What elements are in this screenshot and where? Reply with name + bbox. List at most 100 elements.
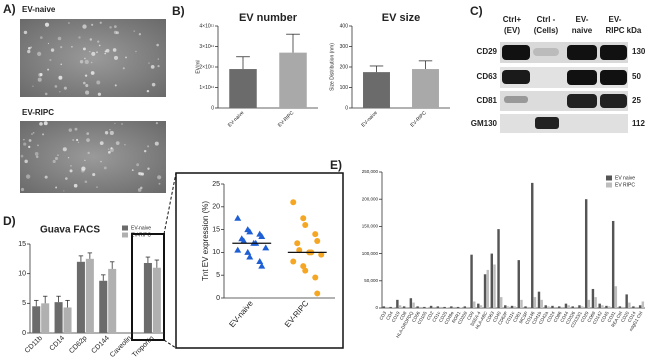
speck (82, 24, 87, 29)
row-label: CD63 (477, 72, 498, 81)
bar (591, 288, 595, 308)
band (535, 117, 559, 129)
speck (89, 38, 93, 41)
band (600, 45, 627, 60)
speck (108, 151, 111, 154)
y-tick-label: 0 (375, 305, 378, 310)
x-tick-label: CD14 (627, 310, 637, 323)
speck (84, 57, 86, 60)
y-tick-label: 1×10¹¹ (199, 85, 214, 91)
error-bar (101, 274, 106, 281)
x-tick-label: EV-RIPC (283, 299, 311, 329)
speck (74, 127, 78, 131)
x-tick-label: CD42a (538, 310, 550, 325)
bar (486, 269, 489, 308)
speck (107, 148, 110, 150)
micrograph (20, 121, 166, 193)
column-header: naive (572, 26, 593, 35)
bar (483, 274, 487, 308)
speck (154, 141, 159, 146)
speck (62, 147, 67, 152)
inset-frame (175, 172, 344, 349)
speck (124, 144, 126, 146)
western-blot (500, 42, 628, 133)
speck (135, 50, 137, 53)
speck (99, 141, 104, 145)
legend-label: EV RIPC (615, 182, 635, 188)
x-tick-label: CD81 (512, 310, 522, 323)
x-tick-label: EV-naive (227, 110, 246, 129)
y-axis-label: EV/ml (195, 60, 201, 73)
x-tick-label: CD44 (559, 310, 569, 323)
chart-title: Guava FACS (40, 225, 100, 236)
speck (67, 156, 70, 159)
y-tick-label: 100 (340, 85, 349, 91)
bar (544, 305, 547, 308)
speck (122, 67, 125, 70)
speck (23, 142, 27, 146)
chart-title: EV size (382, 12, 421, 24)
x-tick-label: CD41b (531, 310, 543, 325)
point (312, 231, 319, 238)
speck (73, 183, 78, 188)
panel-label: C) (470, 4, 483, 18)
error-bar (286, 33, 300, 53)
x-tick-label: CD29 (579, 310, 589, 323)
point (290, 199, 297, 206)
speck (97, 40, 100, 43)
speck (146, 89, 150, 93)
x-tick-label: CD144 (91, 335, 111, 355)
speck (78, 36, 81, 39)
speck (125, 56, 127, 59)
connector (163, 172, 177, 235)
bar (99, 280, 108, 333)
panel-label: E) (330, 158, 342, 172)
point (314, 290, 321, 297)
bar (402, 306, 406, 308)
x-tick-label: CD326 (565, 310, 577, 325)
speck (109, 129, 111, 131)
speck (87, 151, 90, 155)
x-tick-label: EV-naive (227, 298, 255, 329)
speck (59, 91, 61, 93)
panel-label: B) (172, 4, 185, 18)
speck (44, 92, 48, 96)
point (302, 222, 309, 229)
speck (79, 60, 84, 64)
x-tick-label: CD4 (385, 310, 394, 321)
bar (54, 302, 63, 333)
bar (459, 307, 462, 308)
y-tick-label: 5 (22, 300, 26, 307)
x-tick-label: EV-naive (360, 110, 379, 129)
y-tick-label: 10 (18, 271, 26, 278)
image-label: EV-RIPC (22, 108, 54, 117)
bar (436, 306, 440, 308)
bar (524, 306, 527, 308)
speck (81, 168, 85, 173)
point (294, 240, 301, 247)
bar (396, 299, 399, 308)
speck (44, 22, 50, 27)
speck (90, 61, 93, 64)
x-tick-label: Troponin (131, 335, 155, 359)
y-tick-label: 4×10¹¹ (199, 23, 214, 29)
speck (70, 165, 72, 167)
bar (574, 306, 577, 308)
error-bar (418, 60, 433, 70)
bar (452, 306, 456, 308)
speck (96, 186, 98, 188)
speck (89, 51, 91, 53)
speck (57, 36, 62, 41)
y-tick-label: 0 (22, 330, 26, 337)
bar (409, 298, 413, 308)
speck (140, 186, 143, 190)
speck (47, 42, 50, 45)
bar (641, 301, 645, 308)
speck (136, 163, 140, 167)
bar (229, 69, 257, 108)
chart-title: EV number (239, 12, 298, 24)
x-tick-label: CD45 (600, 310, 610, 323)
bar (446, 307, 449, 308)
x-tick-label: CD49e (443, 310, 455, 325)
legend-label: EV-naive (131, 225, 151, 231)
